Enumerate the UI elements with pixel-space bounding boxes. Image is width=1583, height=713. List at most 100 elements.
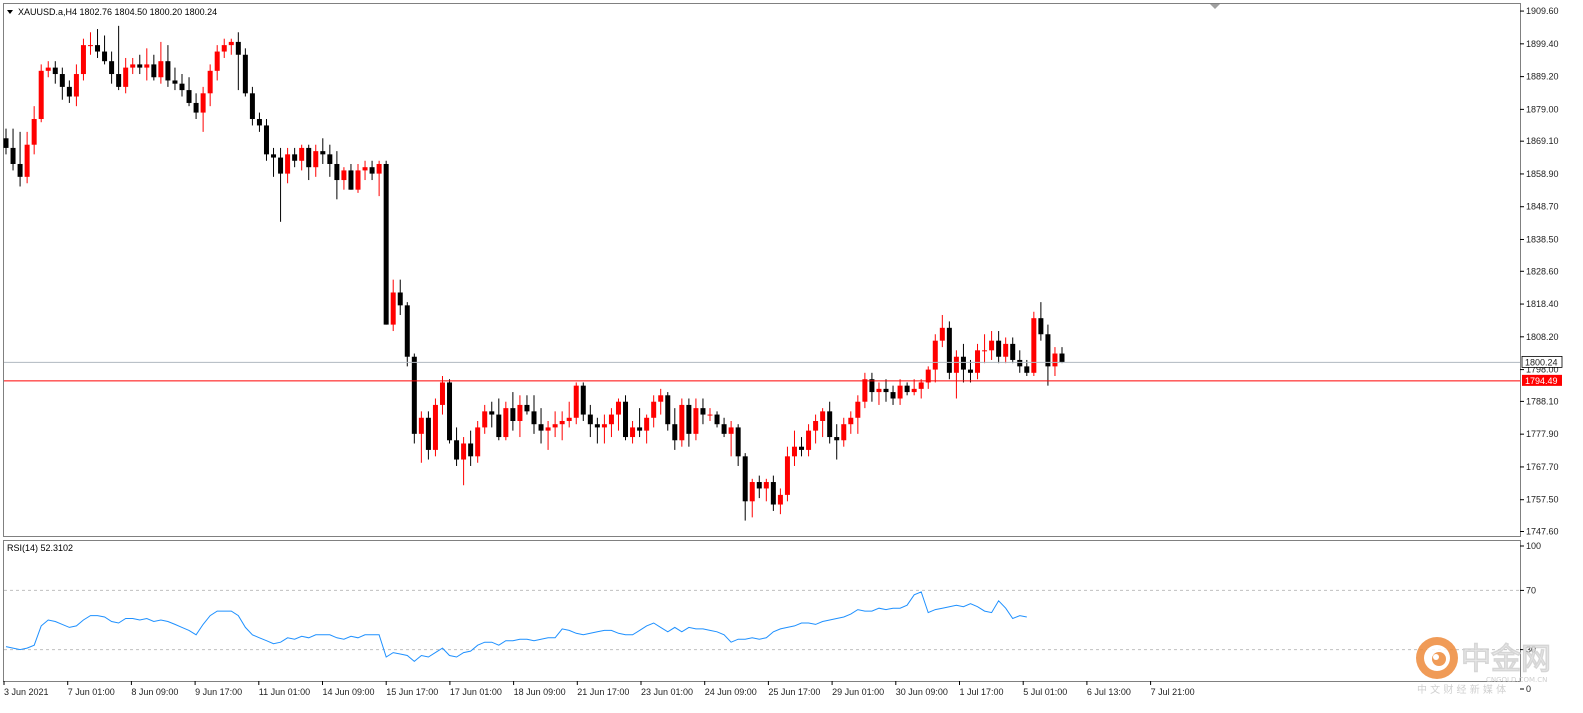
- candle-body: [249, 93, 255, 120]
- candle: [799, 437, 805, 457]
- rsi-pane[interactable]: [3, 540, 1521, 682]
- candle: [348, 163, 354, 190]
- candle: [770, 475, 776, 511]
- time-tick-label: 17 Jun 01:00: [450, 687, 502, 697]
- watermark-name: 中金网: [1461, 642, 1551, 677]
- candle-body: [95, 45, 101, 52]
- price-tick-label: 1879.00: [1526, 104, 1559, 114]
- candle: [66, 80, 72, 103]
- candle: [59, 67, 65, 100]
- candle: [531, 395, 537, 434]
- candle-body: [566, 417, 572, 421]
- candle-body: [362, 167, 368, 171]
- candle: [989, 331, 995, 360]
- symbol-menu-icon[interactable]: [7, 10, 13, 14]
- candle-body: [827, 411, 833, 438]
- chart-shift-marker[interactable]: [1210, 4, 1220, 9]
- candle-body: [883, 388, 889, 393]
- candle-body: [925, 369, 931, 383]
- candle: [601, 414, 607, 444]
- candle: [10, 128, 16, 171]
- price-tick-label: 1858.90: [1526, 169, 1559, 179]
- candle: [763, 478, 769, 502]
- candle-body: [890, 392, 896, 399]
- candle: [996, 331, 1002, 364]
- candle-body: [932, 340, 938, 370]
- candle-body: [1031, 318, 1037, 373]
- candle-body: [109, 61, 115, 75]
- price-pane[interactable]: [3, 3, 1521, 537]
- candle: [904, 382, 910, 396]
- price-tick-label: 1818.40: [1526, 299, 1559, 309]
- candle: [327, 144, 333, 177]
- candle-body: [24, 144, 30, 177]
- watermark-tagline: 中 文 财 经 新 媒 体: [1417, 683, 1506, 696]
- candle: [355, 163, 361, 193]
- candle: [468, 430, 474, 466]
- candle-body: [510, 408, 516, 421]
- candle-body: [982, 350, 988, 352]
- candle-body: [348, 170, 354, 190]
- candle: [1045, 324, 1051, 386]
- candle: [123, 57, 129, 94]
- candle-body: [1038, 318, 1044, 335]
- candle: [594, 417, 600, 444]
- candle-body: [3, 138, 9, 148]
- candle-body: [144, 64, 150, 68]
- candle-body: [630, 427, 636, 438]
- candle-body: [834, 437, 840, 441]
- candle: [193, 93, 199, 120]
- candle: [834, 424, 840, 460]
- candle-body: [517, 404, 523, 421]
- candle-body: [531, 411, 537, 425]
- candle: [503, 401, 509, 441]
- candle-body: [418, 417, 424, 434]
- candle: [24, 131, 30, 184]
- candle: [165, 45, 171, 87]
- candle: [580, 382, 586, 421]
- candle: [517, 395, 523, 438]
- time-tick-label: 3 Jun 2021: [4, 687, 49, 697]
- candle: [644, 414, 650, 444]
- candle: [137, 54, 143, 75]
- candle: [3, 128, 9, 155]
- candle: [334, 151, 340, 200]
- candle: [946, 321, 952, 380]
- candle-body: [376, 163, 382, 174]
- candle-body: [813, 420, 819, 431]
- candle: [1003, 337, 1009, 364]
- candle-body: [271, 154, 277, 158]
- candle: [777, 488, 783, 515]
- watermark-site: CNGOLD.COM.CN: [1486, 676, 1547, 684]
- candle-body: [686, 404, 692, 434]
- candle-body: [573, 385, 579, 418]
- time-tick-label: 15 Jun 17:00: [386, 687, 438, 697]
- candle: [1031, 311, 1037, 377]
- candle: [425, 411, 431, 460]
- candle: [665, 392, 671, 431]
- candle-body: [756, 482, 762, 489]
- price-tick-label: 1757.50: [1526, 495, 1559, 505]
- candle: [608, 408, 614, 438]
- candle-body: [1024, 366, 1030, 373]
- candle: [742, 453, 748, 521]
- candle-body: [1045, 334, 1051, 367]
- price-tick-label: 1899.40: [1526, 39, 1559, 49]
- candle-body: [355, 170, 361, 190]
- candle: [482, 404, 488, 434]
- symbol-info: XAUUSD.a,H4 1802.76 1804.50 1800.20 1800…: [18, 7, 217, 17]
- candle-body: [66, 86, 72, 97]
- candle-body: [306, 147, 312, 168]
- candle: [700, 398, 706, 425]
- candle-body: [468, 443, 474, 457]
- candle: [552, 411, 558, 438]
- rsi-series: [5, 591, 1027, 663]
- time-tick-label: 29 Jun 01:00: [832, 687, 884, 697]
- candle: [538, 408, 544, 444]
- candle: [214, 45, 220, 81]
- candle: [658, 388, 664, 415]
- time-tick-label: 1 Jul 17:00: [960, 687, 1004, 697]
- candle: [228, 38, 234, 55]
- candle: [151, 54, 157, 81]
- candle-body: [580, 385, 586, 415]
